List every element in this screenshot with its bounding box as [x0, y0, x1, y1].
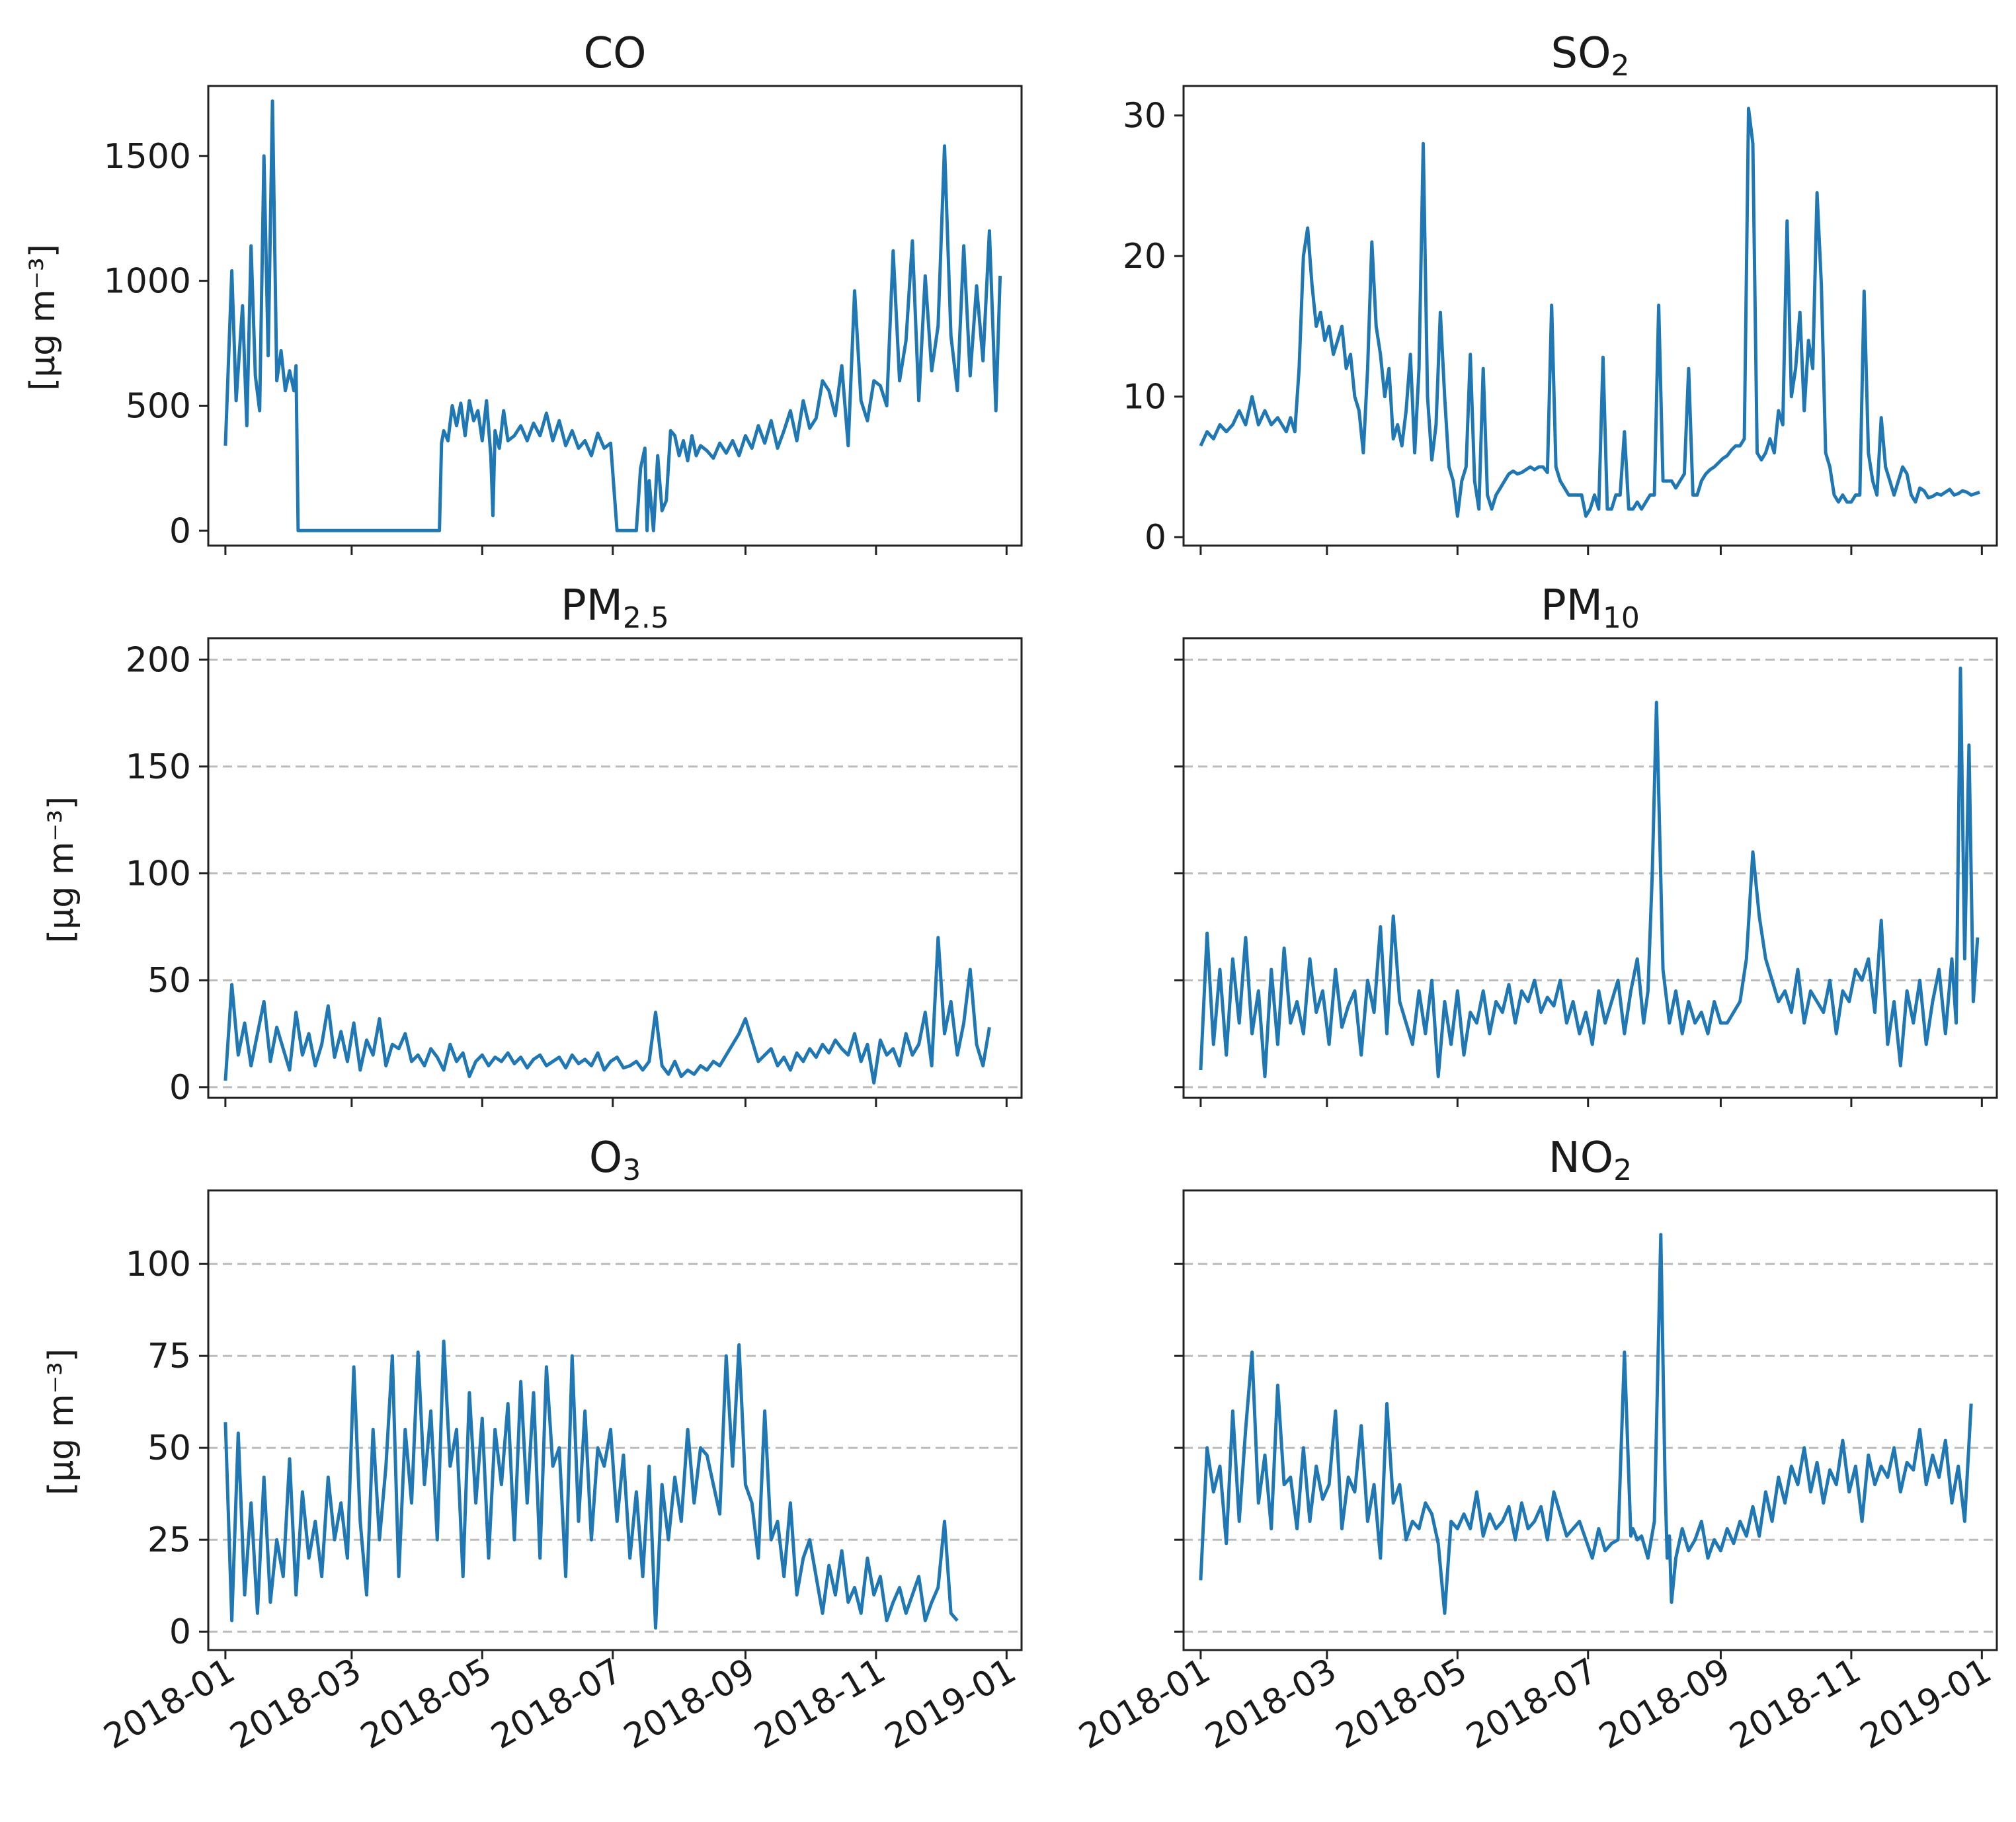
- y-tick-label: 50: [147, 961, 191, 1001]
- y-tick-label: 500: [126, 386, 191, 426]
- x-tick-label: 2019-01: [1854, 1651, 1998, 1757]
- panel-pm25: 0 50 100 150 200 PM2.5: [126, 581, 1023, 1108]
- x-ticks: [224, 1098, 1008, 1107]
- gridlines: [208, 658, 1022, 1089]
- data-line-co: [223, 99, 1002, 532]
- plot-frame: [207, 85, 1023, 547]
- data-line-so2: [1199, 106, 1980, 518]
- panel-title-main: PM: [1541, 581, 1603, 630]
- y-tick-label: 1000: [104, 262, 191, 302]
- panel-title-main: PM: [561, 581, 623, 630]
- panel-title-sub: 2: [1611, 49, 1630, 83]
- x-tick-label: 2018-09: [618, 1651, 762, 1757]
- y-ticks: 0 500 1000 1500: [104, 137, 208, 551]
- panel-title-o3: O3: [589, 1134, 641, 1187]
- y-ticks: [1174, 658, 1184, 1089]
- y-tick-label: 0: [169, 1612, 191, 1652]
- panel-title-sub: 10: [1603, 601, 1640, 635]
- panel-title-pm25: PM2.5: [561, 581, 669, 635]
- panel-title-no2: NO2: [1549, 1134, 1632, 1187]
- y-tick-label: 100: [126, 854, 191, 894]
- gridlines: [1184, 1263, 1997, 1633]
- x-tick-label: 2018-07: [1460, 1651, 1604, 1757]
- plot-frame: [207, 1189, 1023, 1651]
- plot-frame: [1182, 1189, 1998, 1651]
- panel-title-pm10: PM10: [1541, 581, 1640, 635]
- data-line-o3: [223, 1339, 959, 1630]
- y-tick-label: 100: [126, 1245, 191, 1284]
- y-ticks: 0 25 50 75 100: [126, 1245, 208, 1652]
- y-tick-label: 200: [126, 640, 191, 680]
- y-ticks: [1174, 1263, 1184, 1633]
- plot-frame: [1182, 637, 1998, 1099]
- panel-co: 0 500 1000 1500 CO: [104, 29, 1023, 555]
- x-tick-label: 2018-11: [1723, 1651, 1867, 1757]
- panel-title-sub: 3: [622, 1153, 641, 1187]
- panel-pm10: PM10: [1174, 581, 1998, 1107]
- y-tick-label: 0: [169, 1068, 191, 1108]
- panel-title-so2: SO2: [1551, 29, 1630, 83]
- data-line-pm10: [1199, 666, 1980, 1079]
- panel-title-main: CO: [583, 29, 646, 78]
- x-tick-label: 2018-07: [485, 1651, 629, 1757]
- panel-title-main: O: [589, 1134, 622, 1182]
- y-tick-label: 0: [1145, 518, 1166, 558]
- y-ticks: 0 10 20 30: [1123, 97, 1184, 558]
- x-ticks: [224, 546, 1008, 555]
- plot-frame: [1182, 85, 1998, 547]
- panel-title-sub: 2: [1613, 1153, 1632, 1187]
- x-ticks: [1199, 546, 1983, 555]
- x-ticks: 2018-012018-032018-052018-072018-092018-…: [1072, 1650, 1998, 1757]
- x-tick-label: 2018-05: [1330, 1651, 1474, 1757]
- data-line-pm25: [223, 936, 991, 1085]
- y-tick-label: 30: [1123, 97, 1166, 136]
- data-line-no2: [1199, 1233, 1973, 1615]
- x-tick-label: 2018-09: [1593, 1651, 1737, 1757]
- plot-frame: [207, 637, 1023, 1099]
- x-tick-label: 2018-01: [1072, 1651, 1217, 1757]
- ylabel-row-2: [μg m⁻³]: [42, 796, 81, 943]
- x-ticks: [1199, 1098, 1983, 1107]
- y-tick-label: 10: [1123, 378, 1166, 417]
- y-tick-label: 50: [147, 1429, 191, 1468]
- y-tick-label: 150: [126, 747, 191, 787]
- x-tick-label: 2018-01: [97, 1651, 241, 1757]
- x-tick-label: 2018-03: [223, 1651, 368, 1757]
- y-tick-label: 20: [1123, 237, 1166, 276]
- panel-title-co: CO: [583, 29, 646, 78]
- panel-so2: 0 10 20 30 SO2: [1123, 29, 1998, 558]
- panel-title-main: NO: [1549, 1134, 1613, 1182]
- y-tick-label: 1500: [104, 137, 191, 177]
- gridlines: [208, 1263, 1022, 1633]
- y-tick-label: 75: [147, 1337, 191, 1376]
- x-tick-label: 2019-01: [879, 1651, 1023, 1757]
- panel-no2: 2018-012018-032018-052018-072018-092018-…: [1072, 1134, 1998, 1757]
- ylabel-row-1: [μg m⁻³]: [23, 244, 63, 391]
- panel-title-sub: 2.5: [623, 601, 669, 635]
- x-tick-label: 2018-11: [748, 1651, 892, 1757]
- y-tick-label: 0: [169, 511, 191, 551]
- y-tick-label: 25: [147, 1520, 191, 1560]
- x-tick-label: 2018-03: [1199, 1651, 1343, 1757]
- x-tick-label: 2018-05: [354, 1651, 499, 1757]
- ylabel-row-3: [μg m⁻³]: [42, 1348, 81, 1495]
- y-ticks: 0 50 100 150 200: [126, 640, 208, 1108]
- panel-title-main: SO: [1551, 29, 1611, 78]
- x-ticks: 2018-012018-032018-052018-072018-092018-…: [97, 1650, 1023, 1757]
